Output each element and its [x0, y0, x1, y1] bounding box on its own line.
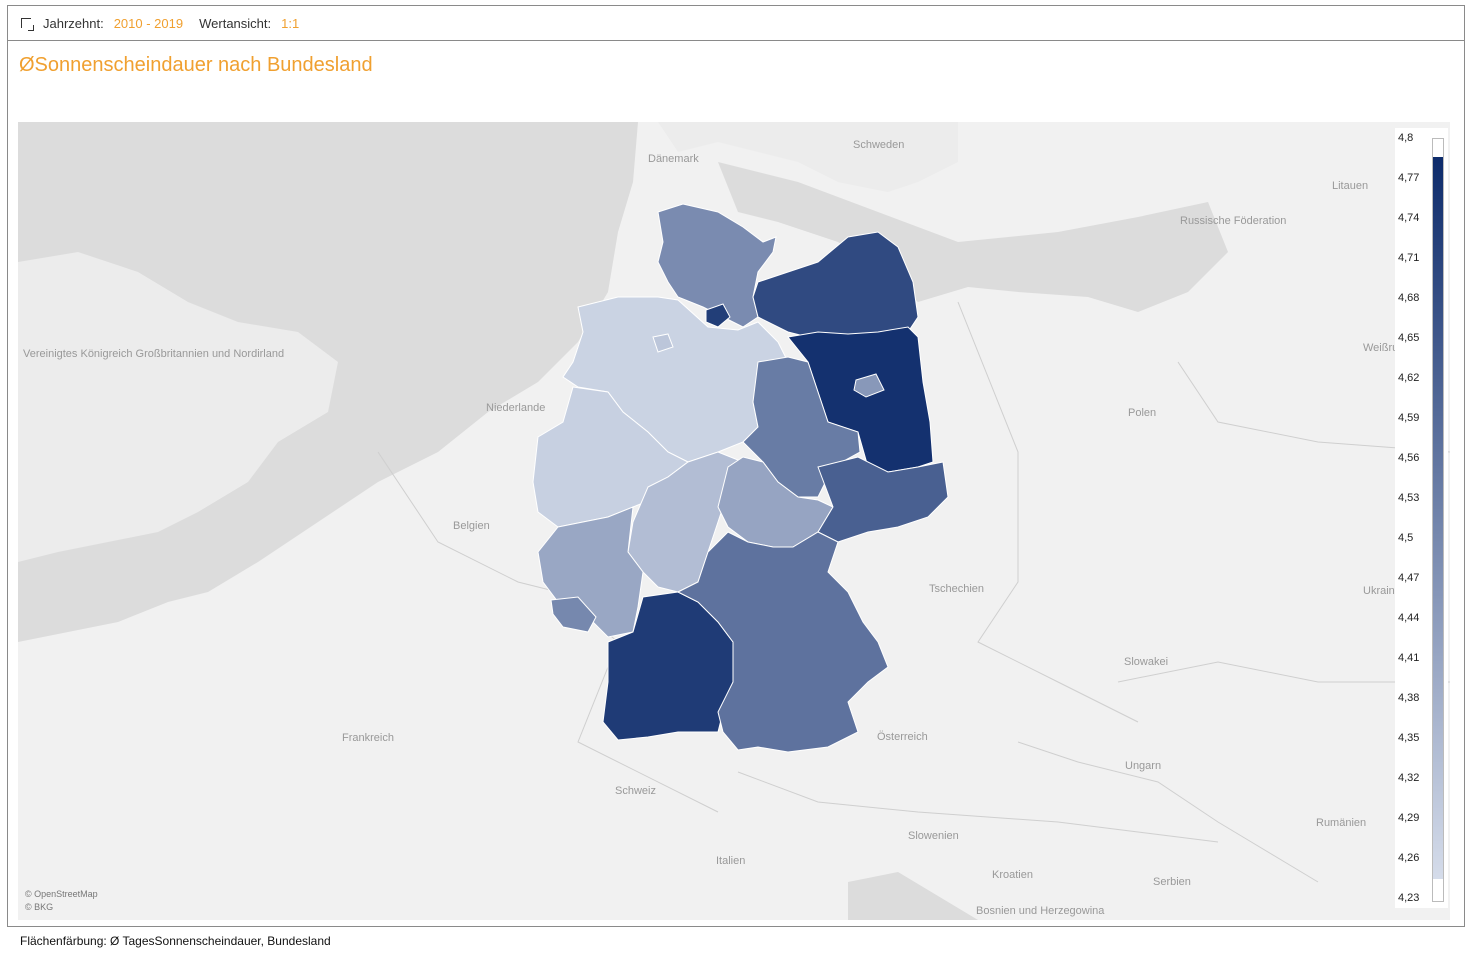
state-hamburg[interactable]: [705, 303, 731, 328]
report-panel: [7, 41, 1465, 926]
label-niederlande: Niederlande: [486, 402, 545, 414]
label-ukraine: Ukraine: [1363, 585, 1401, 597]
label-oesterreich: Österreich: [877, 731, 928, 743]
legend-tick: 4,53: [1398, 492, 1420, 504]
label-rumaenien: Rumänien: [1316, 817, 1366, 829]
label-schweden: Schweden: [853, 139, 904, 151]
label-slowenien: Slowenien: [908, 830, 959, 842]
state-berlin[interactable]: [853, 373, 885, 398]
legend-tick: 4,62: [1398, 372, 1420, 384]
legend-tick: 4,41: [1398, 652, 1420, 664]
legend-tick: 4,56: [1398, 452, 1420, 464]
legend-tick: 4,29: [1398, 812, 1420, 824]
label-kroatien: Kroatien: [992, 869, 1033, 881]
view-value[interactable]: 1:1: [281, 15, 300, 31]
label-uk: Vereinigtes Königreich Großbritannien un…: [23, 348, 284, 360]
legend-tick: 4,32: [1398, 772, 1420, 784]
legend-tick: 4,44: [1398, 612, 1420, 624]
decade-label: Jahrzehnt:: [43, 15, 104, 31]
legend-tick: 4,68: [1398, 292, 1420, 304]
baltic-sea: [718, 162, 1228, 312]
legend-tick: 4,5: [1398, 532, 1414, 544]
label-tschechien: Tschechien: [929, 583, 984, 595]
legend-gradient: [1433, 157, 1443, 879]
legend-tick: 4,26: [1398, 852, 1420, 864]
label-polen: Polen: [1128, 407, 1156, 419]
state-mecklenburg-vorpommern[interactable]: [752, 231, 919, 338]
page-title: ØSonnenscheindauer nach Bundesland: [19, 54, 373, 76]
legend-tick: 4,65: [1398, 332, 1420, 344]
filter-icon[interactable]: [21, 18, 34, 31]
scandinavia-land: [658, 122, 958, 192]
label-slowakei: Slowakei: [1124, 656, 1168, 668]
map[interactable]: Dänemark Schweden Litauen Russische Föde…: [18, 122, 1450, 920]
label-frankreich: Frankreich: [342, 732, 394, 744]
legend-tick: 4,59: [1398, 412, 1420, 424]
legend-tick: 4,8: [1398, 132, 1414, 144]
legend-tick: 4,74: [1398, 212, 1420, 224]
legend-tick: 4,71: [1398, 252, 1420, 264]
decade-value[interactable]: 2010 - 2019: [113, 15, 184, 31]
label-italien: Italien: [716, 855, 745, 867]
label-schweiz: Schweiz: [615, 785, 656, 797]
legend-bar[interactable]: [1432, 138, 1444, 902]
state-sachsen[interactable]: [817, 456, 949, 543]
state-saarland[interactable]: [550, 596, 597, 633]
legend-tick: 4,47: [1398, 572, 1420, 584]
label-belgien: Belgien: [453, 520, 490, 532]
legend-tick: 4,77: [1398, 172, 1420, 184]
legend-tick: 4,38: [1398, 692, 1420, 704]
adriatic-sea: [848, 872, 978, 920]
label-serbien: Serbien: [1153, 876, 1191, 888]
legend-tick: 4,35: [1398, 732, 1420, 744]
footer-status: Flächenfärbung: Ø TagesSonnenscheindauer…: [7, 926, 1465, 949]
legend-tick: 4,23: [1398, 892, 1420, 904]
map-svg[interactable]: Dänemark Schweden Litauen Russische Föde…: [18, 122, 1450, 920]
label-litauen: Litauen: [1332, 180, 1368, 192]
view-label: Wertansicht:: [199, 15, 272, 31]
attribution-bkg: © BKG: [25, 902, 54, 912]
color-legend: 4,8 4,77 4,74 4,71 4,68 4,65 4,62 4,59 4,56 4,53 4…: [1395, 128, 1448, 908]
uk-land: [18, 252, 338, 562]
filter-bar: Jahrzehnt: 2010 - 2019 Wertansicht: 1:1: [7, 5, 1465, 41]
state-bremen[interactable]: [652, 333, 674, 353]
label-daenemark: Dänemark: [648, 153, 699, 165]
label-russland: Russische Föderation: [1180, 215, 1286, 227]
label-ungarn: Ungarn: [1125, 760, 1161, 772]
attribution-osm: © OpenStreetMap: [25, 889, 98, 899]
state-bayern[interactable]: [676, 531, 889, 753]
label-bosnien: Bosnien und Herzegowina: [976, 905, 1105, 917]
states-layer: [532, 203, 949, 753]
